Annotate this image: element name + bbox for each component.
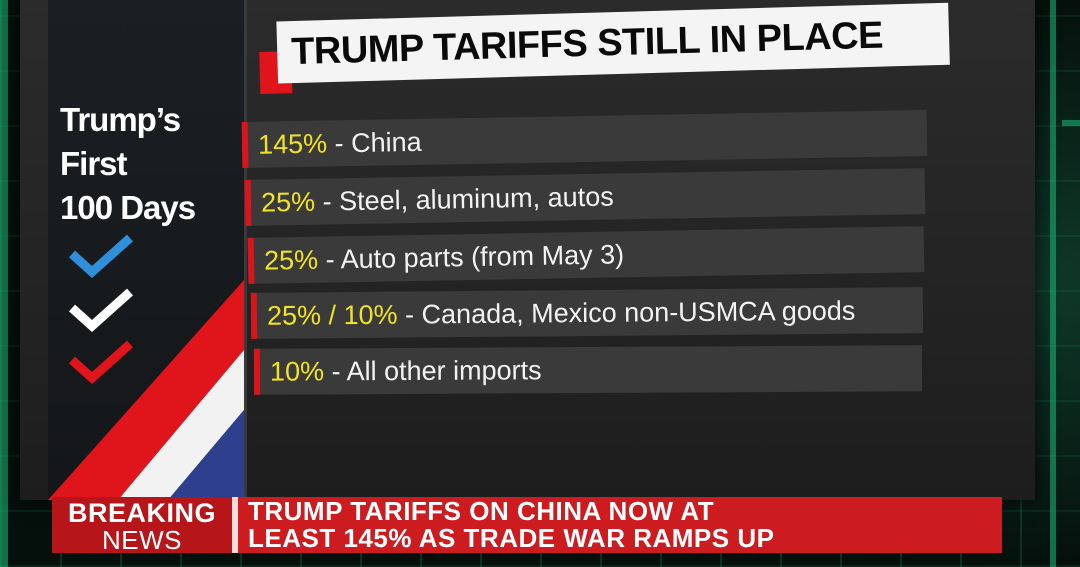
row-accent (250, 292, 258, 339)
tariff-description: - Canada, Mexico non-USMCA goods (397, 295, 856, 330)
tariff-rate: 145% (257, 128, 328, 160)
news-label: NEWS (102, 525, 182, 555)
breaking-label: BREAKING (67, 498, 216, 528)
row-accent (247, 237, 255, 284)
tariff-rate: 25% (260, 186, 316, 218)
breaking-news-label: BREAKING NEWS (52, 497, 232, 553)
headline-line: TRUMP TARIFFS ON CHINA NOW AT (248, 496, 715, 526)
tariff-rate: 25% / 10% (266, 299, 398, 331)
first-100-days-panel: Trump’s First 100 Days (48, 0, 247, 500)
tariff-row: 10% - All other imports (253, 345, 923, 395)
tariff-row: 25% / 10% - Canada, Mexico non-USMCA goo… (250, 287, 924, 339)
tariff-row: 145% - China (241, 110, 928, 168)
tariff-description: - China (326, 126, 422, 159)
panel-title-line: 100 Days (60, 189, 196, 226)
panel-title-line: Trump’s (60, 101, 181, 138)
tariff-description: - Steel, aluminum, autos (314, 181, 614, 217)
ticker-headline: TRUMP TARIFFS ON CHINA NOW AT LEAST 145%… (238, 497, 774, 553)
row-accent (241, 121, 249, 168)
tariff-description: - Auto parts (from May 3) (317, 239, 625, 275)
flag-stripes-graphic (48, 280, 244, 500)
row-accent (244, 179, 252, 226)
tariff-rate: 10% (269, 356, 325, 387)
tariff-row: 25% - Steel, aluminum, autos (244, 168, 926, 226)
tariff-rate: 25% (263, 244, 319, 276)
panel-title-line: First (60, 145, 128, 182)
background-light-bar (1050, 0, 1056, 567)
checkmark-red-icon (68, 340, 134, 384)
tariff-description: - All other imports (323, 355, 542, 387)
headline-line: LEAST 145% AS TRADE WAR RAMPS UP (248, 523, 775, 553)
background-light-bar (1062, 120, 1080, 126)
background-light-bar (0, 0, 8, 567)
row-accent (253, 348, 261, 395)
checkmark-white-icon (68, 288, 134, 332)
tariff-row: 25% - Auto parts (from May 3) (247, 226, 925, 284)
checkmark-blue-icon (68, 234, 134, 278)
board-title-bar: TRUMP TARIFFS STILL IN PLACE (258, 0, 950, 94)
tariff-list: 145% - China 25% - Steel, aluminum, auto… (241, 110, 932, 396)
breaking-news-ticker: BREAKING NEWS TRUMP TARIFFS ON CHINA NOW… (52, 497, 1002, 553)
board-title: TRUMP TARIFFS STILL IN PLACE (276, 2, 950, 84)
ticker-divider (232, 497, 238, 553)
panel-title: Trump’s First 100 Days (60, 98, 240, 230)
